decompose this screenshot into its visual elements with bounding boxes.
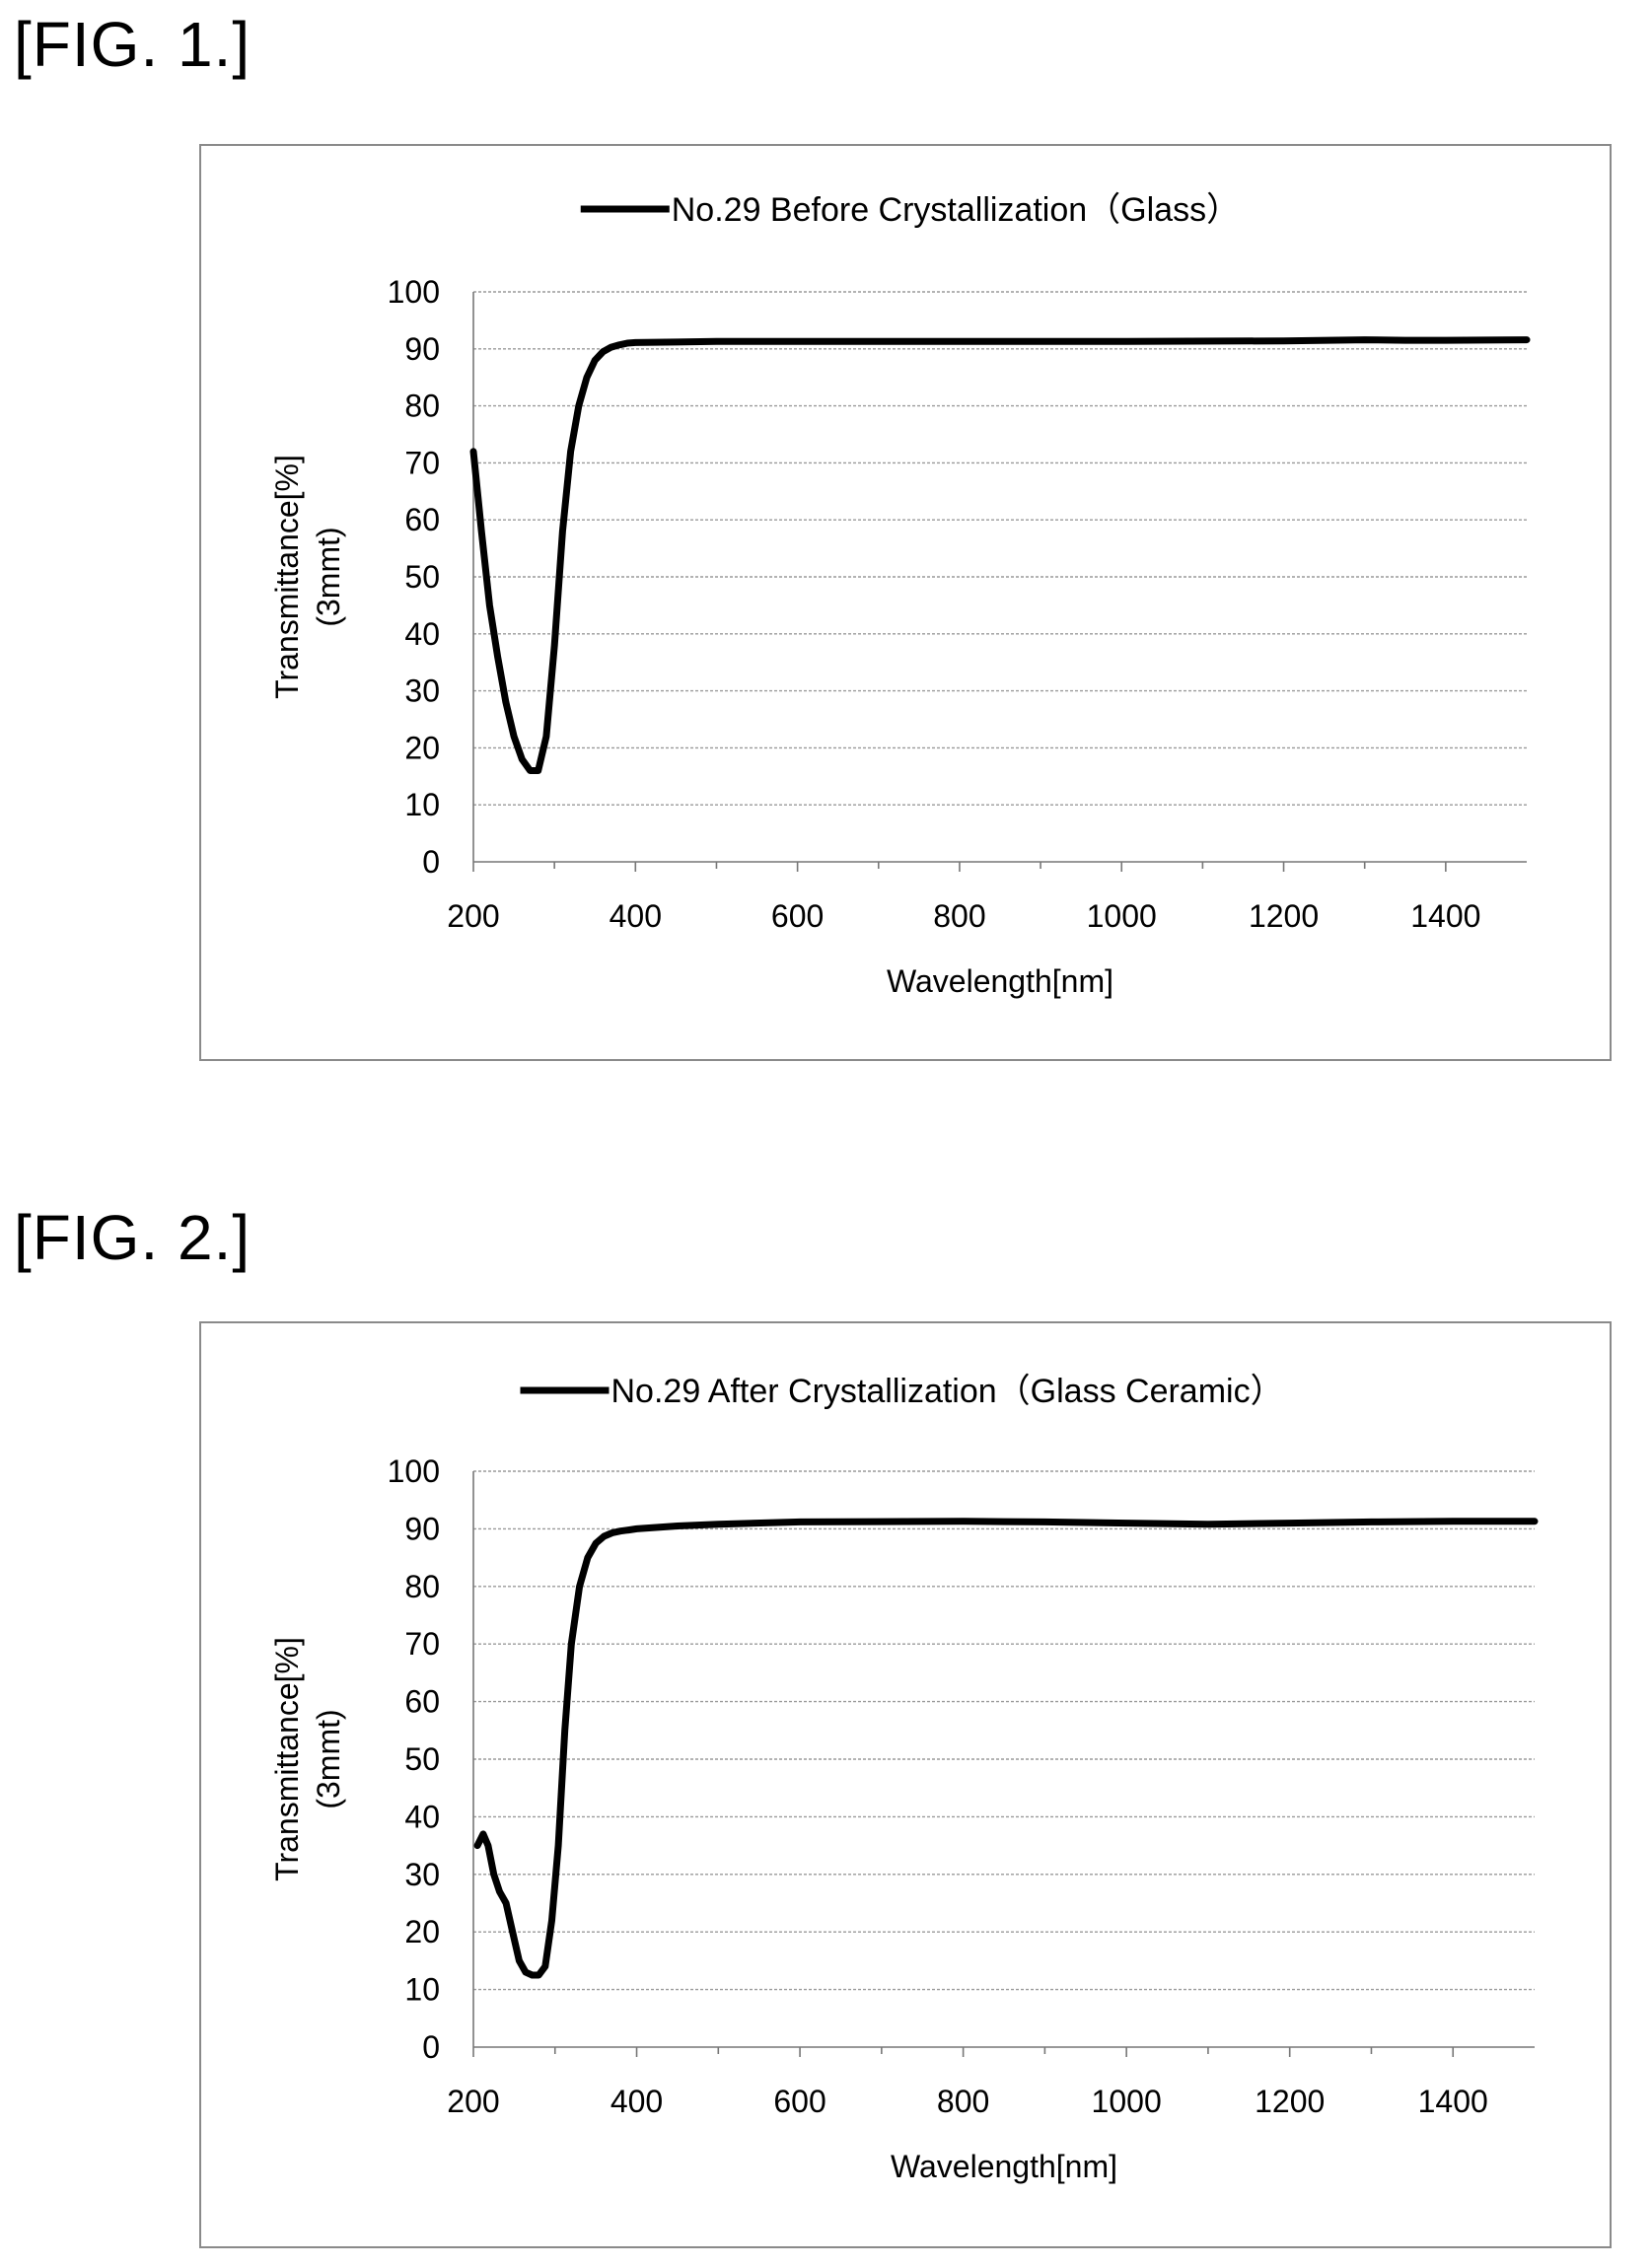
x-tick-label: 200	[447, 2084, 499, 2119]
y-tick-label: 60	[404, 502, 440, 537]
x-axis-title: Wavelength[nm]	[887, 963, 1113, 999]
y-tick-label: 20	[404, 1914, 440, 1949]
chart-2-svg: 0 10 20 30 40 50 60 70 80 90 100 200 400 600 800 1000 12…	[269, 1373, 1539, 2184]
y-axis-title: Transmittance[%]	[269, 455, 305, 699]
x-tick-label: 1200	[1255, 2084, 1325, 2119]
chart-2-frame: 0 10 20 30 40 50 60 70 80 90 100 200 400 600 800 1000 12…	[199, 1321, 1612, 2248]
y-axis-subtitle: (3mmt)	[311, 1709, 346, 1808]
x-tick-label: 400	[610, 898, 662, 934]
y-tick-label: 70	[404, 1626, 440, 1662]
figure-1-label: [FIG. 1.]	[14, 9, 251, 80]
y-tick-label: 90	[404, 1511, 440, 1546]
x-tick-label: 200	[447, 898, 499, 934]
y-tick-label: 30	[404, 673, 440, 709]
series-line-1	[473, 1518, 1539, 1979]
y-tick-label: 80	[404, 1569, 440, 1604]
y-tick-label: 0	[422, 844, 440, 880]
series-line-1	[469, 336, 1531, 774]
y-axis-subtitle: (3mmt)	[311, 527, 346, 626]
x-tick-label: 600	[771, 898, 824, 934]
x-tick-label: 800	[937, 2084, 989, 2119]
x-tick-label: 1400	[1410, 898, 1480, 934]
figure-2-label: [FIG. 2.]	[14, 1202, 251, 1273]
y-tick-label: 60	[404, 1684, 440, 1720]
x-tick-label: 1000	[1092, 2084, 1162, 2119]
x-tick-label: 400	[610, 2084, 663, 2119]
y-axis-title: Transmittance[%]	[269, 1637, 305, 1881]
y-tick-label: 90	[404, 331, 440, 367]
y-tick-label: 50	[404, 559, 440, 595]
chart-1-svg: 0 10 20 30 40 50 60 70 80 90 100 200 400 600 800 1000 12…	[269, 191, 1531, 999]
y-tick-label: 50	[404, 1741, 440, 1777]
x-tick-label: 600	[773, 2084, 826, 2119]
y-tick-label: 10	[404, 1972, 440, 2008]
x-tick-label: 1400	[1418, 2084, 1488, 2119]
y-tick-label: 40	[404, 616, 440, 652]
x-tick-label: 800	[933, 898, 985, 934]
y-tick-label: 20	[404, 730, 440, 765]
y-tick-label: 40	[404, 1799, 440, 1834]
y-tick-label: 30	[404, 1857, 440, 1892]
x-tick-label: 1000	[1087, 898, 1157, 934]
legend-label: No.29 After Crystallization（Glass Cerami…	[611, 1373, 1284, 1410]
y-tick-label: 100	[388, 1453, 440, 1489]
x-axis-title: Wavelength[nm]	[891, 2149, 1117, 2184]
chart-1-frame: 0 10 20 30 40 50 60 70 80 90 100 200 400 600 800 1000 12…	[199, 144, 1612, 1061]
x-tick-label: 1200	[1249, 898, 1319, 934]
y-tick-label: 100	[388, 274, 440, 310]
y-tick-label: 70	[404, 445, 440, 480]
y-tick-label: 0	[422, 2029, 440, 2065]
y-tick-label: 80	[404, 389, 440, 424]
y-tick-label: 10	[404, 787, 440, 822]
legend-label: No.29 Before Crystallization（Glass）	[672, 191, 1240, 229]
